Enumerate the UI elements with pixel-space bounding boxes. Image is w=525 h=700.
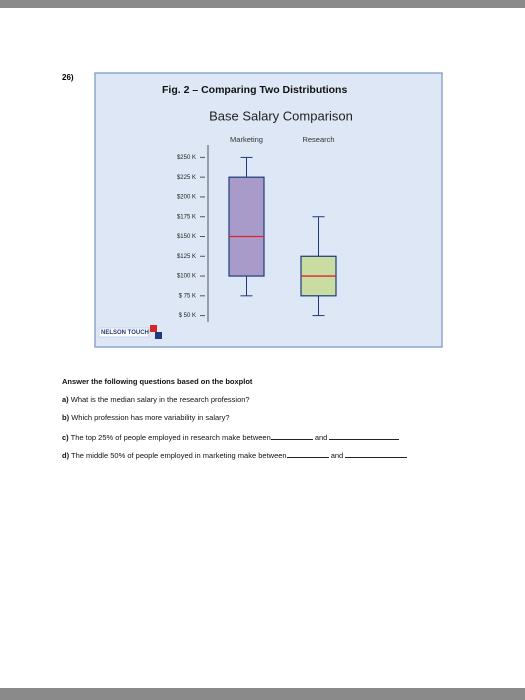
y-tick-label: $125 K (177, 254, 196, 260)
logo-box (98, 327, 150, 338)
chart-frame (94, 72, 443, 348)
question-text: The middle 50% of people employed in mar… (71, 451, 287, 460)
question-text: What is the median salary in the researc… (70, 395, 250, 404)
figure-label: Fig. 2 – Comparing Two Distributions (162, 84, 347, 96)
answer-blank[interactable] (329, 432, 400, 440)
answer-blank[interactable] (345, 450, 408, 458)
question: d) The middle 50% of people employed in … (62, 450, 408, 460)
logo-text: NELSON TOUCH (101, 330, 149, 336)
question-label: b) (62, 413, 70, 422)
question-number: 26) (62, 73, 74, 82)
bottom-frame (0, 688, 525, 700)
answer-blank[interactable] (286, 450, 329, 458)
y-tick-label: $250 K (177, 155, 196, 161)
category-label: Research (302, 135, 334, 144)
y-tick-label: $175 K (177, 214, 196, 220)
category-label: Marketing (230, 135, 263, 144)
logo-mark (155, 332, 162, 339)
logo-mark (150, 325, 157, 332)
question-text: Which profession has more variability in… (71, 413, 230, 422)
y-tick-label: $ 50 K (179, 313, 196, 319)
question: b) Which profession has more variability… (62, 413, 230, 422)
question-conjunction: and (314, 433, 328, 442)
question: c) The top 25% of people employed in res… (62, 432, 400, 442)
y-tick-label: $200 K (177, 195, 196, 201)
y-tick-label: $150 K (177, 234, 196, 240)
questions-heading: Answer the following questions based on … (62, 377, 253, 386)
chart: Fig. 2 – Comparing Two Distributions Bas… (94, 72, 443, 348)
question-label: d) (62, 451, 70, 460)
question-text: The top 25% of people employed in resear… (70, 433, 271, 442)
logo: NELSON TOUCH (98, 325, 162, 339)
question-conjunction: and (330, 451, 344, 460)
question: a) What is the median salary in the rese… (62, 395, 250, 404)
top-frame (0, 0, 525, 8)
question-label: a) (62, 395, 69, 404)
y-tick-label: $100 K (177, 274, 196, 280)
box (228, 176, 265, 277)
answer-blank[interactable] (270, 432, 313, 440)
y-tick-label: $ 75 K (179, 293, 196, 299)
chart-title: Base Salary Comparison (209, 108, 353, 123)
y-tick-label: $225 K (177, 175, 196, 181)
question-label: c) (62, 433, 69, 442)
